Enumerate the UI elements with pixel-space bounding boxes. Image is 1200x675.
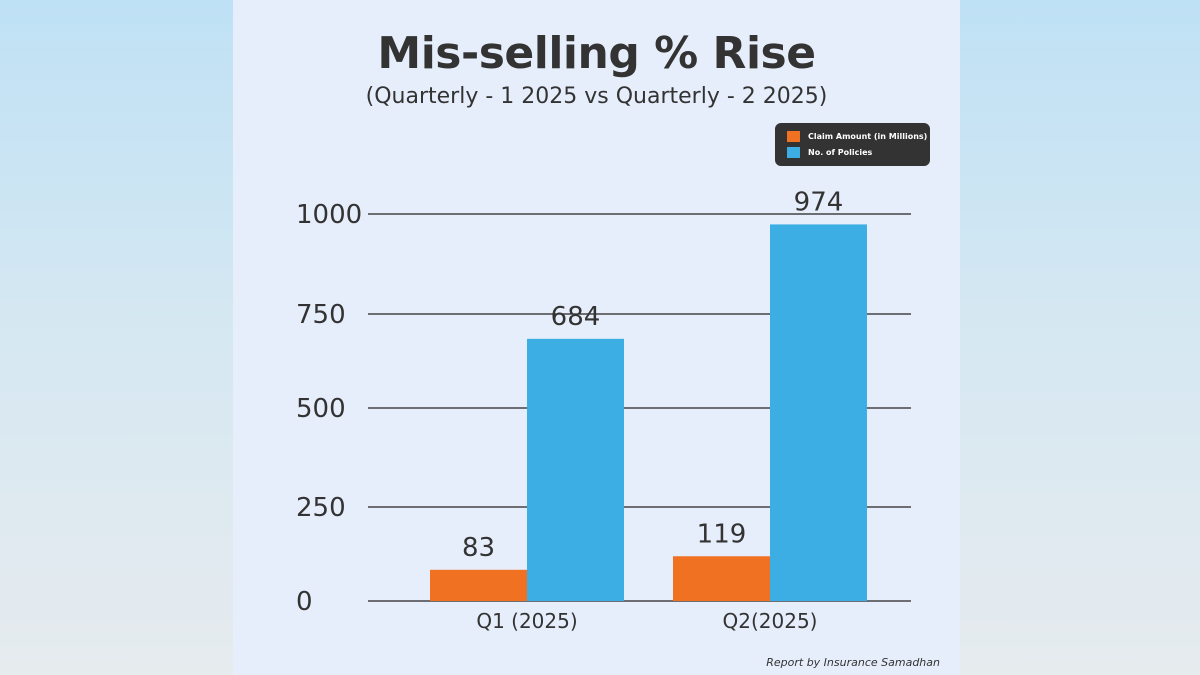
- legend: Claim Amount (in Millions) No. of Polici…: [775, 123, 930, 166]
- chart-title: Mis-selling % Rise: [377, 28, 816, 79]
- data-label: 119: [697, 519, 747, 549]
- legend-label: Claim Amount (in Millions): [808, 132, 928, 141]
- y-tick-label: 1000: [296, 200, 362, 230]
- y-tick-label: 250: [296, 493, 346, 523]
- legend-item-policies: No. of Policies: [787, 147, 872, 158]
- bar-claim-amount: [673, 556, 770, 601]
- bar-policies: [527, 338, 624, 601]
- y-tick-label: 750: [296, 300, 346, 330]
- bar-policies: [770, 224, 867, 601]
- data-label: 83: [462, 533, 495, 563]
- legend-item-claim-amount: Claim Amount (in Millions): [787, 131, 927, 142]
- legend-swatch: [787, 131, 800, 142]
- data-label: 684: [551, 302, 601, 332]
- chart-subtitle: (Quarterly - 1 2025 vs Quarterly - 2 202…: [365, 84, 828, 109]
- data-label: 974: [794, 187, 844, 217]
- bar-claim-amount: [430, 569, 527, 601]
- legend-label: No. of Policies: [808, 148, 873, 157]
- footer-credit: Report by Insurance Samadhan: [766, 656, 940, 669]
- y-tick-label: 0: [296, 587, 313, 617]
- x-tick-label: Q2(2025): [723, 609, 818, 633]
- legend-swatch: [787, 147, 800, 158]
- y-tick-label: 500: [296, 394, 346, 424]
- x-tick-label: Q1 (2025): [476, 609, 577, 633]
